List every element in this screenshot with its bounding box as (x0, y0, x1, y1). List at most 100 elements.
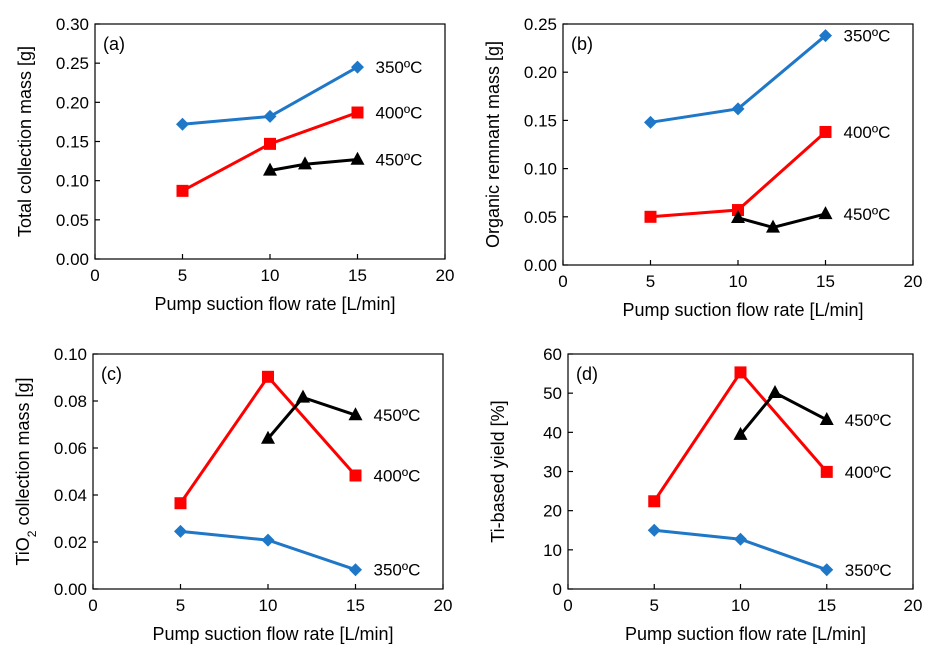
x-axis-title: Pump suction flow rate [L/min] (625, 624, 866, 644)
series-400C: 400ºC (648, 366, 892, 508)
panel-label: (d) (576, 364, 598, 384)
y-tick-label: 0.25 (524, 15, 557, 34)
y-tick-label: 0.02 (54, 533, 87, 552)
y-tick-label: 0.04 (54, 486, 87, 505)
x-tick-label: 15 (817, 596, 836, 615)
y-tick-label: 10 (543, 541, 562, 560)
x-tick-label: 5 (650, 596, 659, 615)
data-point (731, 209, 745, 223)
x-tick-label: 20 (434, 596, 453, 615)
series-350C: 350ºC (644, 27, 890, 129)
chart-panel-a: 0 5 10 15 20 0.00 0.05 0.10 0.15 0.20 0.25 0.30 Pump… (15, 15, 454, 314)
x-tick-label: 5 (646, 272, 655, 291)
y-tick-label: 0.00 (54, 580, 87, 599)
y-tick-label: 60 (543, 345, 562, 364)
data-point (348, 407, 363, 421)
series-350C: 350ºC (647, 523, 892, 580)
data-point (818, 206, 833, 220)
data-point (349, 563, 362, 577)
series-label: 450ºC (374, 406, 421, 425)
y-tick-label: 40 (543, 423, 562, 442)
y-tick-label: 0.10 (56, 172, 89, 191)
series-label: 450ºC (845, 411, 892, 430)
data-point (263, 162, 277, 176)
data-point (264, 137, 276, 150)
y-tick-label: 0.10 (54, 345, 87, 364)
data-point (261, 430, 275, 444)
x-tick-label: 20 (904, 596, 923, 615)
data-point (298, 156, 312, 170)
data-point (648, 495, 661, 508)
data-point (644, 115, 657, 129)
series-label: 350ºC (845, 561, 892, 580)
y-tick-label: 0.05 (56, 211, 89, 230)
y-tick-label: 0.05 (524, 208, 557, 227)
y-axis-title: Ti-based yield [%] (488, 400, 508, 542)
data-point (766, 219, 780, 233)
y-tick-label: 30 (543, 463, 562, 482)
data-point (733, 426, 748, 440)
x-tick-label: 0 (90, 266, 99, 285)
data-point (262, 370, 274, 383)
y-axis-title: TiO2 collection mass [g] (13, 377, 39, 565)
data-point (351, 106, 364, 119)
plot-frame (562, 23, 914, 266)
series-line (737, 212, 826, 229)
y-tick-label: 50 (543, 384, 562, 403)
series-label: 450ºC (376, 151, 423, 170)
series-line (266, 395, 356, 440)
panel-label: (a) (103, 34, 125, 54)
panel-label: (b) (571, 34, 593, 54)
x-axis-title: Pump suction flow rate [L/min] (154, 294, 395, 314)
data-point (176, 184, 189, 197)
y-tick-label: 0 (553, 580, 562, 599)
y-axis-title: Organic remnant mass [g] (483, 41, 503, 248)
x-tick-label: 15 (348, 266, 367, 285)
series-label: 450ºC (844, 205, 891, 224)
y-tick-label: 0.15 (524, 111, 557, 130)
data-point (174, 524, 187, 538)
y-tick-label: 0.00 (56, 250, 89, 269)
x-tick-label: 10 (261, 266, 280, 285)
x-tick-label: 10 (259, 596, 278, 615)
series-label: 350ºC (376, 58, 423, 77)
series-label: 350ºC (844, 27, 891, 46)
y-tick-label: 0.25 (56, 54, 89, 73)
data-point (647, 523, 661, 537)
series-label: 400ºC (844, 123, 891, 142)
y-tick-label: 0.30 (56, 15, 89, 34)
series-400C: 400ºC (176, 104, 423, 197)
series-line (269, 158, 358, 172)
y-tick-label: 0.10 (524, 160, 557, 179)
data-point (174, 497, 187, 510)
series-400C: 400ºC (174, 370, 421, 510)
series-label: 400ºC (376, 104, 423, 123)
series-label: 400ºC (374, 466, 421, 485)
data-point (820, 563, 834, 577)
chart-panel-d: 0 5 10 15 20 0 10 20 30 40 50 60 Pump suction flow r… (488, 345, 922, 644)
data-point (819, 125, 832, 138)
series-450C: 450ºC (733, 384, 892, 440)
y-tick-label: 0.20 (56, 93, 89, 112)
series-450C: 450ºC (261, 389, 421, 444)
data-point (819, 412, 834, 425)
x-tick-label: 5 (176, 596, 185, 615)
y-tick-label: 0.20 (524, 63, 557, 82)
y-tick-label: 0.00 (524, 256, 557, 275)
x-tick-label: 20 (436, 266, 455, 285)
x-tick-label: 0 (563, 596, 572, 615)
data-point (731, 102, 745, 116)
data-point (263, 109, 277, 123)
data-point (296, 389, 310, 403)
y-tick-label: 20 (543, 502, 562, 521)
x-tick-label: 0 (88, 596, 97, 615)
x-tick-label: 0 (558, 272, 567, 291)
series-label: 400ºC (845, 463, 892, 482)
x-axis-title: Pump suction flow rate [L/min] (152, 624, 393, 644)
data-point (820, 465, 833, 478)
x-tick-label: 15 (816, 272, 835, 291)
data-point (349, 469, 362, 482)
x-tick-label: 15 (346, 596, 365, 615)
x-tick-label: 20 (904, 272, 923, 291)
